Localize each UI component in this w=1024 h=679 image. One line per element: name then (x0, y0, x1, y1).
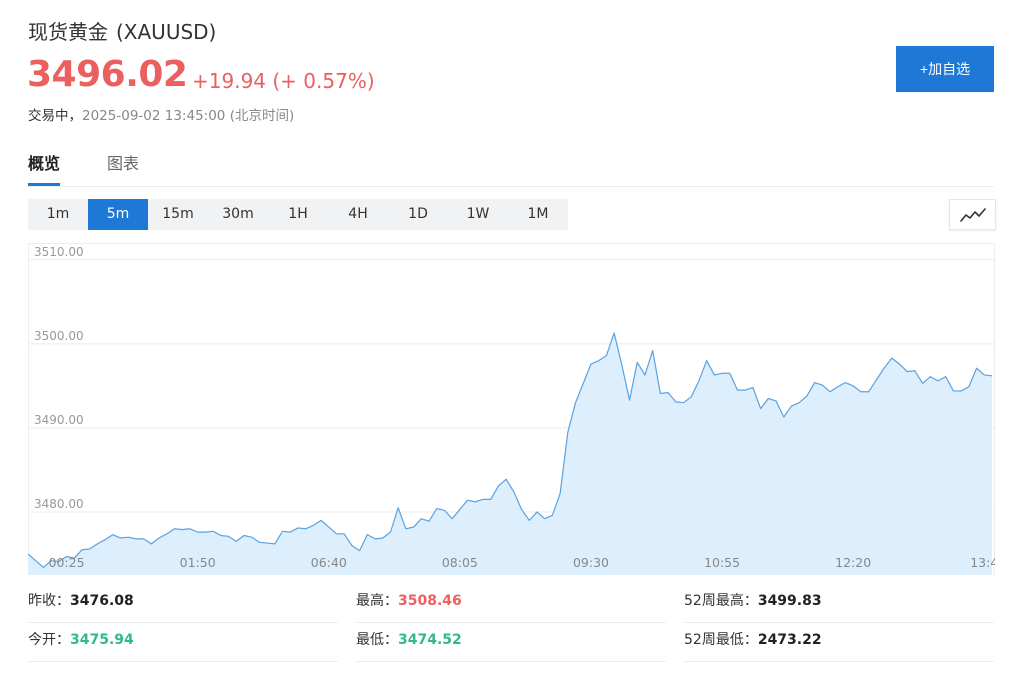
stat-low: 最低：3474.52 (356, 625, 666, 662)
stat-52w-high: 52周最高：3499.83 (684, 586, 994, 623)
stat-label: 最低： (356, 632, 398, 648)
range-5m[interactable]: 5m (88, 199, 148, 230)
range-1w[interactable]: 1W (466, 206, 490, 222)
range-1m[interactable]: 1m (46, 206, 70, 222)
stat-value: 3476.08 (70, 593, 134, 609)
add-watchlist-button[interactable]: +加自选 (896, 46, 994, 92)
trading-status: 交易中，2025-09-02 13:45:00 (北京时间) (28, 104, 294, 124)
y-tick-label: 3500.00 (34, 329, 84, 343)
range-30m[interactable]: 30m (222, 206, 254, 222)
x-tick-label: 13:4 (970, 555, 995, 570)
range-15m[interactable]: 15m (162, 206, 194, 222)
x-tick-label: 09:30 (573, 555, 609, 570)
x-tick-label: 12:20 (835, 555, 871, 570)
range-1h[interactable]: 1H (288, 206, 308, 222)
stat-value: 3474.52 (398, 632, 462, 648)
x-tick-label: 00:25 (49, 555, 85, 570)
instrument-symbol: (XAUUSD) (116, 20, 217, 44)
tab-overview[interactable]: 概览 (28, 150, 61, 186)
stat-value: 3508.46 (398, 593, 462, 609)
range-1d[interactable]: 1D (408, 206, 428, 222)
instrument-name: 现货黄金 (28, 20, 108, 44)
price-area (28, 332, 992, 575)
x-tick-label: 08:05 (442, 555, 478, 570)
range-1mo[interactable]: 1M (527, 206, 549, 222)
stat-label: 今开： (28, 632, 70, 648)
stat-prev-close: 昨收：3476.08 (28, 586, 338, 623)
status-label: 交易中， (28, 108, 82, 124)
current-price: 3496.02 (27, 54, 188, 95)
y-tick-label: 3490.00 (34, 413, 84, 427)
tab-chart[interactable]: 图表 (107, 154, 140, 173)
y-tick-label: 3480.00 (34, 497, 84, 511)
line-chart-icon (959, 207, 986, 222)
status-timezone: (北京时间) (229, 108, 295, 124)
stat-label: 最高： (356, 593, 398, 609)
stat-open: 今开：3475.94 (28, 625, 338, 662)
stat-value: 3475.94 (70, 632, 134, 648)
stat-value: 2473.22 (757, 632, 822, 648)
price-change: +19.94 (+ 0.57%) (192, 69, 375, 93)
instrument-title: 现货黄金 (XAUUSD) (28, 16, 216, 45)
stat-high: 最高：3508.46 (356, 586, 666, 623)
price-line (28, 332, 993, 569)
x-tick-label: 01:50 (180, 555, 216, 570)
stat-label: 52周最低： (684, 632, 758, 648)
price-chart[interactable]: 3510.00 3500.00 3490.00 3480.00 00:25 01:50 06… (28, 243, 995, 575)
y-tick-label: 3510.00 (34, 245, 84, 259)
stat-value: 3499.83 (757, 593, 822, 609)
x-tick-label: 06:40 (311, 555, 347, 570)
stat-label: 52周最高： (684, 593, 758, 609)
price-chart-svg: 3510.00 3500.00 3490.00 3480.00 00:25 01:50 06… (28, 243, 995, 575)
tab-bar: 概览 图表 (28, 150, 994, 187)
range-4h[interactable]: 4H (348, 206, 368, 222)
status-datetime: 2025-09-02 13:45:00 (82, 108, 226, 124)
stat-52w-low: 52周最低：2473.22 (684, 625, 994, 662)
chart-type-button[interactable] (949, 199, 996, 230)
time-range-selector: 1m 5m 15m 30m 1H 4H 1D 1W 1M (28, 199, 568, 230)
x-tick-label: 10:55 (704, 555, 740, 570)
stat-label: 昨收： (28, 593, 70, 609)
